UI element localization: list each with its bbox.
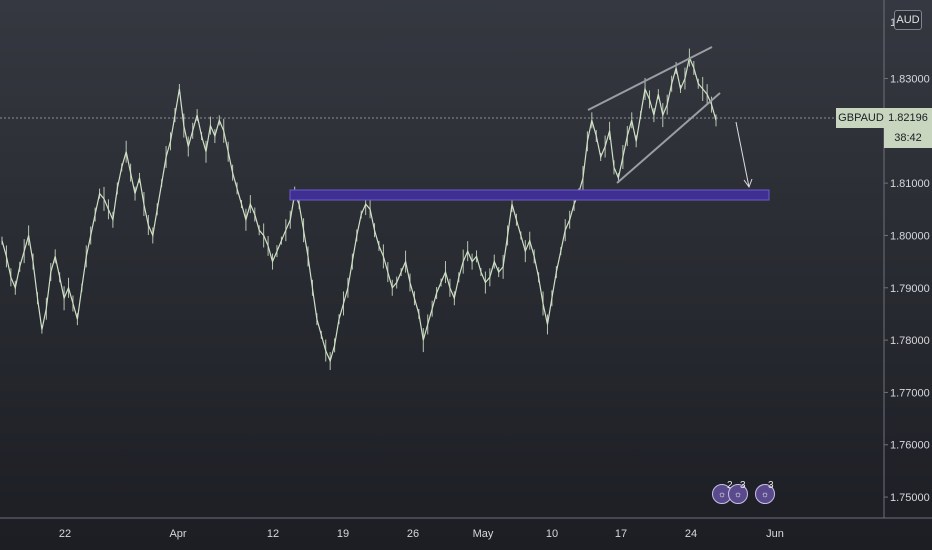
currency-unit-button[interactable]: AUD: [894, 10, 922, 30]
x-tick-label: 12: [267, 528, 279, 540]
y-tick-label: 1.76000: [890, 440, 930, 452]
y-tick-label: 1.77000: [890, 387, 930, 399]
price-line: [1, 55, 717, 363]
x-tick-label: 19: [337, 528, 349, 540]
x-tick-label: 10: [546, 528, 558, 540]
channel-upper-line[interactable]: [587, 46, 713, 111]
event-count: 3: [740, 480, 746, 491]
bar-countdown: 38:42: [894, 132, 922, 144]
y-tick-label: 1.81000: [890, 178, 930, 190]
economic-event-icon[interactable]: ☼: [755, 484, 775, 504]
channel-lower-line[interactable]: [616, 92, 721, 184]
support-zone[interactable]: [289, 189, 770, 201]
x-tick-label: 17: [615, 528, 627, 540]
x-tick-label: 24: [685, 528, 697, 540]
economic-event-icon[interactable]: ☼: [728, 484, 748, 504]
x-tick-label: Jun: [766, 528, 784, 540]
y-axis-ticks: 1.75000 1.76000 1.77000 1.78000 1.79000 1.800…: [884, 17, 930, 504]
event-count: 2: [727, 480, 733, 491]
y-tick-label: 1.78000: [890, 335, 930, 347]
y-tick-label: 1.75000: [890, 492, 930, 504]
forecast-arrowhead: [743, 178, 753, 189]
y-tick-label: 1.79000: [890, 283, 930, 295]
x-tick-label: 26: [407, 528, 419, 540]
current-price-value: 1.82196: [888, 112, 928, 124]
symbol-label: GBPAUD: [836, 108, 886, 128]
y-tick-label: 1.83000: [890, 73, 930, 85]
y-tick-label: 1.80000: [890, 230, 930, 242]
forecast-arrow[interactable]: [735, 121, 750, 188]
event-count: 3: [768, 480, 774, 491]
y-tick-label-partial: 1: [890, 17, 896, 29]
x-tick-label: Apr: [169, 528, 186, 540]
price-series: [1, 48, 717, 371]
x-tick-label: May: [473, 528, 494, 540]
current-price-tag: 1.82196 38:42: [884, 108, 932, 148]
x-axis-ticks: 22 Apr 12 19 26 May 10 17 24 Jun: [59, 528, 784, 540]
x-tick-label: 22: [59, 528, 71, 540]
